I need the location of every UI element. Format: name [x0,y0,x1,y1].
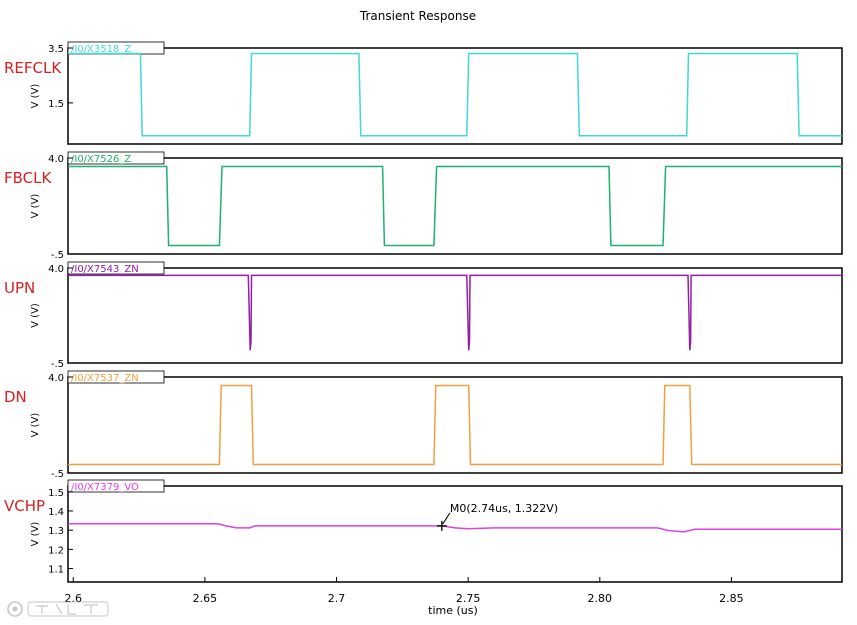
y-axis-label: V (V) [30,84,41,109]
waveform-line [68,384,842,466]
panel-upn: /I0/X7543_ZN UPN V (V) 4.0 -.5 [4,261,843,370]
y-tick-label: 3.5 [48,44,64,55]
signal-label: FBCLK [4,169,52,187]
trace-name: /I0/X7526_Z [71,154,131,165]
panel-frame [67,267,843,364]
panel-frame [67,485,843,583]
trace-name: /I0/X7379_VO [71,482,139,493]
panel-fbclk: /I0/X7526_Z FBCLK V (V) 4.0 -.5 [4,151,843,261]
panel-refclk: /I0/X3518_Z REFCLK V (V) 3.5 1.5 [4,41,843,145]
waveform-line [68,52,842,137]
trace-name: /I0/X3518_Z [71,44,131,55]
y-axis-label: V (V) [30,303,41,328]
y-tick-label: 1.5 [48,488,64,499]
waveform-line [68,274,842,351]
y-tick-label: -.5 [51,469,64,480]
x-tick-label: 2.7 [328,592,346,605]
y-tick-label: 1.1 [48,565,64,576]
signal-label: VCHP [4,497,45,515]
y-tick-label: 1.3 [48,526,64,537]
trace-name: /I0/X7543_ZN [71,264,139,275]
panel-frame [67,47,843,145]
signal-label: DN [4,388,27,406]
panel-vchp: /I0/X7379_VO VCHP V (V) 1.5 1.4 1.3 1.2 1.1 [4,479,843,583]
y-tick-label: 4.0 [48,154,64,165]
marker-m0: M0(2.74us, 1.322V) [436,502,558,531]
waveform-line [68,165,842,247]
y-tick-label: -.5 [51,359,64,370]
marker-label: M0(2.74us, 1.322V) [450,502,558,515]
x-axis: 2.6 2.65 2.7 2.75 2.80 2.85 [65,577,744,605]
waveform-line [68,523,842,533]
waveform-panels: /I0/X3518_Z REFCLK V (V) 3.5 1.5/I0/X7526_Z F… [4,41,843,583]
y-tick-label: -.5 [51,250,64,261]
panel-dn: /I0/X7537_ZN DNV (V) 4.0 -.5 [4,370,843,480]
trace-name: /I0/X7537_ZN [71,373,139,384]
y-tick-label: 4.0 [48,373,64,384]
y-axis-label: V (V) [30,522,41,547]
signal-label: UPN [4,279,35,297]
y-tick-label: 1.2 [48,545,64,556]
y-axis-label: V (V) [30,413,41,438]
watermark-logo-icon [7,601,109,617]
marker-leader-line [442,512,451,525]
x-tick-label: 2.75 [456,592,481,605]
chart-title: Transient Response [359,9,476,23]
trace-name-tab [67,479,165,493]
y-tick-label: 1.4 [48,507,64,518]
y-tick-label: 4.0 [48,264,64,275]
x-tick-label: 2.85 [719,592,744,605]
panel-frame [67,376,843,474]
x-tick-label: 2.80 [588,592,613,605]
x-tick-label: 2.65 [193,592,218,605]
signal-label: REFCLK [4,59,62,77]
y-axis-label: V (V) [30,194,41,219]
panel-frame [67,157,843,255]
y-tick-label: 1.5 [48,99,64,110]
x-axis-label: time (us) [428,604,478,617]
marker-crosshair-icon [436,520,447,531]
